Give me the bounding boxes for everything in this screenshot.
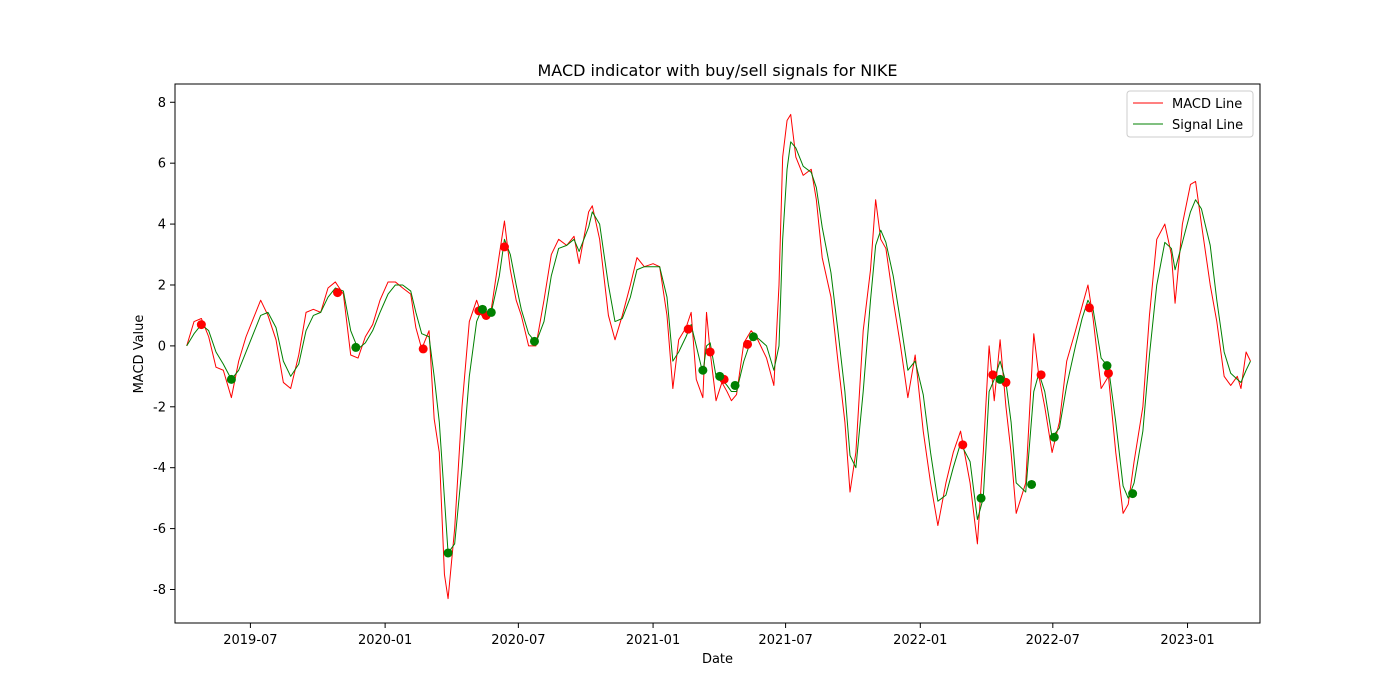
buy-signal-marker xyxy=(1027,479,1037,489)
y-tick-label: 0 xyxy=(158,339,166,354)
plot-area xyxy=(186,113,1251,600)
x-tick-label: 2021-01 xyxy=(626,633,680,648)
signal-line xyxy=(186,141,1251,554)
y-tick-label: -8 xyxy=(153,583,166,598)
y-tick-label: 4 xyxy=(158,218,166,233)
x-tick-label: 2023-01 xyxy=(1160,633,1214,648)
sell-signal-marker xyxy=(958,440,968,450)
buy-signal-marker xyxy=(226,374,236,384)
y-tick-label: 6 xyxy=(158,157,166,172)
buy-signal-marker xyxy=(477,304,487,314)
x-tick-label: 2019-07 xyxy=(223,633,277,648)
buy-signal-marker xyxy=(698,365,708,375)
x-tick-label: 2022-07 xyxy=(1026,633,1080,648)
buy-signal-marker xyxy=(730,380,740,390)
chart-title: MACD indicator with buy/sell signals for… xyxy=(537,61,897,80)
buy-signal-marker xyxy=(995,374,1005,384)
macd-line xyxy=(186,113,1251,600)
y-tick-label: 8 xyxy=(158,96,166,111)
y-tick-label: -4 xyxy=(153,461,166,476)
x-tick-label: 2022-01 xyxy=(893,633,947,648)
sell-signal-marker xyxy=(418,344,428,354)
x-axis: 2019-07 2020-01 2020-07 2021-01 2021-07 2022-… xyxy=(223,623,1215,648)
buy-signal-marker xyxy=(443,548,453,558)
legend: MACD Line Signal Line xyxy=(1126,90,1254,138)
buy-signal-marker xyxy=(529,336,539,346)
legend-signal-label: Signal Line xyxy=(1172,118,1243,133)
sell-signal-marker xyxy=(333,288,343,298)
y-tick-label: -6 xyxy=(153,522,166,537)
x-tick-label: 2021-07 xyxy=(758,633,812,648)
y-tick-label: 2 xyxy=(158,278,166,293)
sell-signal-marker xyxy=(1103,368,1113,378)
buy-signal-marker xyxy=(715,371,725,381)
y-tick-label: -2 xyxy=(153,400,166,415)
x-tick-label: 2020-01 xyxy=(358,633,412,648)
plot-frame xyxy=(174,83,1261,624)
legend-macd-label: MACD Line xyxy=(1172,97,1242,112)
x-axis-label: Date xyxy=(702,652,733,667)
sell-signal-marker xyxy=(499,242,509,252)
sell-signal-marker xyxy=(705,347,715,357)
buy-signal-marker xyxy=(976,493,986,503)
x-tick-label: 2020-07 xyxy=(491,633,545,648)
buy-signal-marker xyxy=(351,342,361,352)
y-axis-label: MACD Value xyxy=(132,315,147,394)
sell-signal-marker xyxy=(683,324,693,334)
buy-signal-marker xyxy=(1128,489,1138,499)
buy-signal-marker xyxy=(1102,361,1112,371)
sell-signal-marker xyxy=(1084,303,1094,313)
y-axis: -8 -6 -4 -2 0 2 4 6 8 xyxy=(153,96,175,598)
sell-signal-marker xyxy=(988,370,998,380)
sell-signal-marker xyxy=(196,320,206,330)
buy-signal-marker xyxy=(748,332,758,342)
sell-signal-marker xyxy=(1036,370,1046,380)
buy-signal-marker xyxy=(486,307,496,317)
buy-signal-marker xyxy=(1049,432,1059,442)
sell-signal-marker xyxy=(743,339,753,349)
